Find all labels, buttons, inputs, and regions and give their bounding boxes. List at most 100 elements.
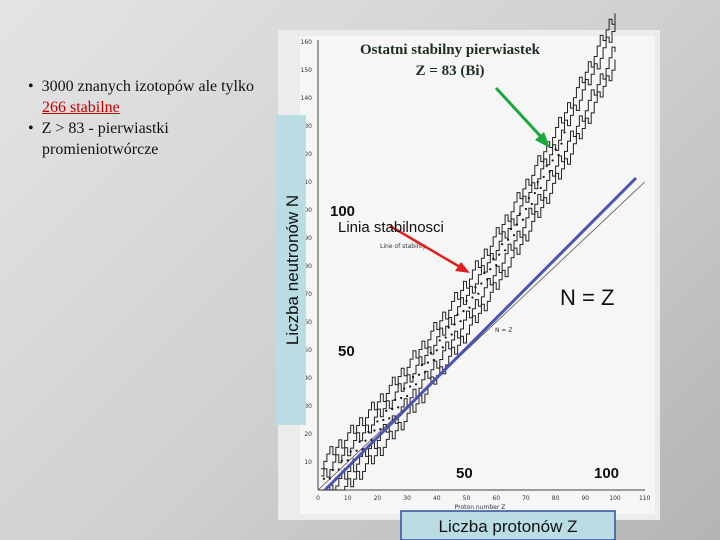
annotation: Z = 83 (Bi) [416,63,485,79]
x-axis-title: Liczba protonów Z [439,517,578,536]
scan-stable-dot [453,323,456,326]
scan-stable-dot [506,238,510,241]
scan-stable-dot [382,418,385,422]
scan-stable-dot [432,358,435,362]
x-title-box [400,510,616,540]
scan-stable-dot [504,249,507,252]
scan-x-tick: 80 [552,495,560,502]
scan-stable-dot [456,313,459,316]
scan-stable-dot [441,346,444,349]
scan-x-tick: 10 [344,495,352,502]
scan-x-tick: 90 [581,495,589,502]
scan-stable-dot [414,383,418,386]
scan-stable-dot [551,159,554,162]
scan-stable-dot [397,406,400,409]
scan-stable-dot [527,196,530,200]
scan-stable-dot [411,375,415,379]
scan-x-tick: 60 [492,495,500,502]
scan-stable-dot [364,439,367,442]
scan-stable-dot [465,299,468,303]
overlay-label: N = Z [560,285,614,310]
scan-stable-dot [394,398,397,401]
scan-band-edge [321,59,616,491]
scan-x-tick: 0 [316,495,320,502]
scan-stable-dot [521,218,525,221]
bullet: Z > 83 - pierwiastki promieniotwórcze [28,118,268,160]
scan-stable-dot [370,438,373,441]
green-arrowhead [535,132,550,148]
scan-stability-label: Line of stability [380,243,426,250]
scan-stable-dot [518,212,522,215]
scan-x-tick: 110 [639,495,651,502]
nz-line [323,176,638,492]
scan-y-tick: 120 [301,151,313,158]
scan-stable-dot [477,292,480,295]
scan-y-tick: 20 [304,431,312,438]
scan-stable-dot [459,320,462,323]
overlay-label: 100 [330,203,355,220]
scan-nz-label: N = Z [495,327,512,334]
y-axis-title: Liczba neutronów N [283,195,302,345]
scan-plot: 0 10 20 30 40 50 60 70 80 90 100 110 10 20 30 40 50 60 70 8… [301,13,651,511]
scan-stable-dot [435,349,438,352]
scan-stable-dot [423,371,427,374]
scan-y-tick: 50 [304,347,312,354]
bullet-text: Z > 83 - pierwiastki promieniotwórcze [41,120,169,158]
scan-stable-dot [542,175,545,179]
scan-stable-dot [429,351,432,355]
scan-stable-dot [483,272,486,275]
scan-stable-dot [408,385,412,388]
scan-stable-dot [349,450,352,453]
scan-y-tick: 150 [301,67,313,74]
scan-stable-dot [379,428,382,431]
scan-stable-dot [403,387,406,390]
bullet: 3000 znanych izotopów ale tylko 266 stab… [28,76,268,118]
scan-stable-dot [420,364,424,367]
scan-stable-dot [322,477,326,480]
scan-stable-dot [530,202,533,206]
scan-stable-dot [450,333,453,336]
scan-stable-dot [557,153,560,157]
scan-stable-dot [480,282,483,285]
scan-x-label: Proton number Z [455,504,506,511]
scan-stable-dot [489,268,492,271]
y-title-box [276,115,306,425]
scan-stable-dot [340,459,343,462]
scan-band-edge [321,13,616,470]
scan-stable-dot [373,429,376,432]
scan-y-tick: 90 [304,235,312,242]
scan-stable-dot [515,223,519,226]
scan-y-tick: 80 [304,263,312,270]
red-arrow [389,224,461,269]
scan-stable-dot [474,286,477,289]
scan-stable-dot [512,234,516,237]
scan-stable-dot [400,396,403,400]
scan-stable-dot [492,257,495,260]
scan-x-tick: 50 [463,495,471,502]
scan-stable-dot [388,417,391,420]
scan-x-tick: 30 [403,495,411,502]
red-arrowhead [455,262,470,273]
scan-stable-dot [486,278,489,281]
scan-stable-dot [545,164,548,167]
scan-nz-line [317,181,645,491]
bullet-list: 3000 znanych izotopów ale tylko 266 stab… [28,76,268,160]
scan-y-tick: 160 [301,39,313,46]
scan-band-edge [321,20,616,478]
scan-stable-dot [406,394,409,398]
scan-stable-dot [438,339,441,342]
scan-stable-dot [355,449,358,452]
scan-y-tick: 100 [301,207,313,214]
scan-stable-dot [391,408,394,411]
scan-stable-dot [468,306,471,309]
scan-stable-dot [560,142,563,145]
scan-y-tick: 130 [301,123,313,130]
scan-stable-dot [417,373,421,376]
scan-stable-dot [471,296,474,299]
scan-stable-dot [462,310,465,313]
scan-stable-dot [447,326,450,329]
green-arrow [494,86,546,142]
scan-stable-dot [337,468,340,471]
